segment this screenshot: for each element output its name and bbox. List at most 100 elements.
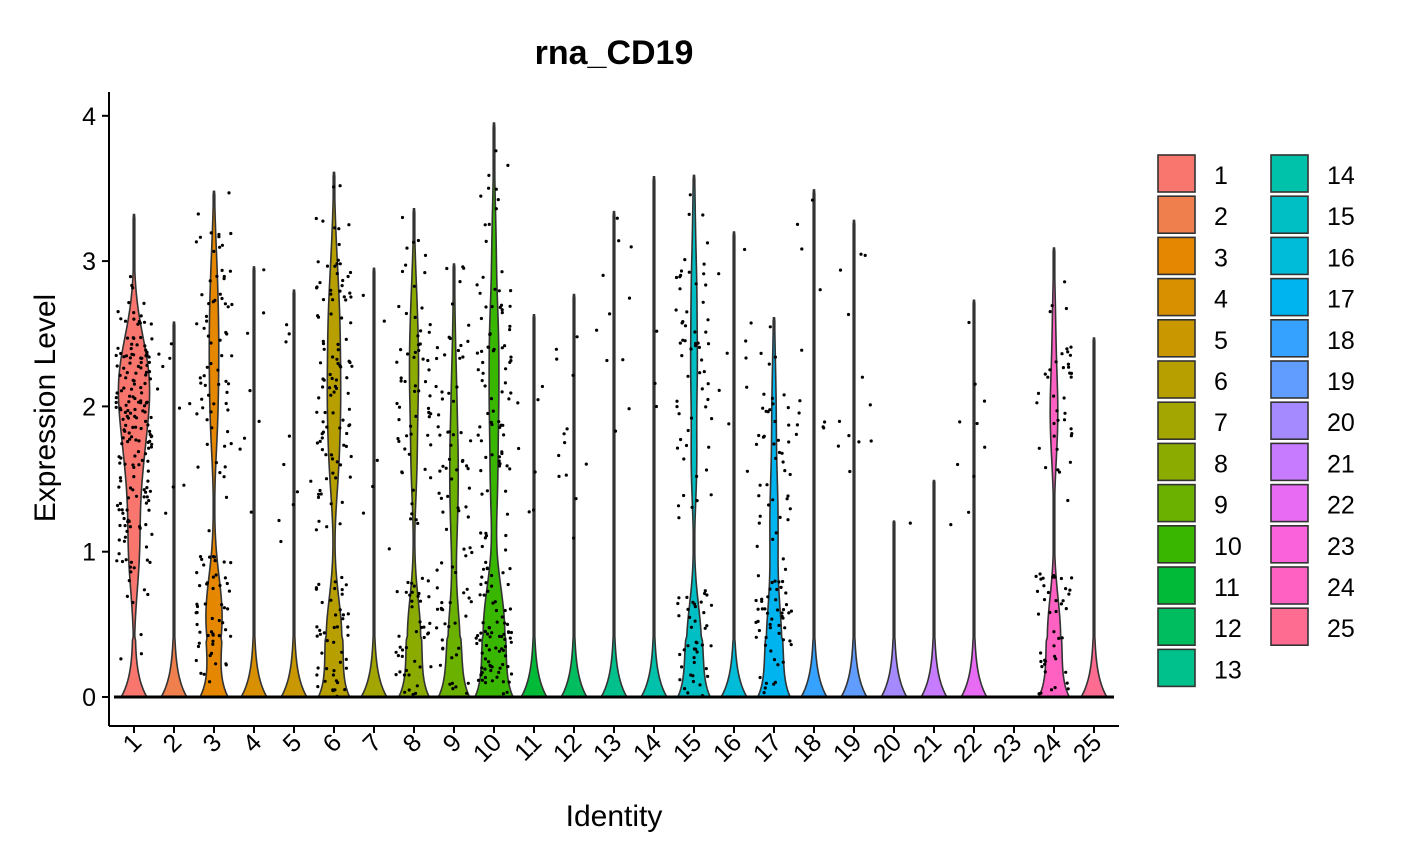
- jitter-point: [130, 352, 134, 356]
- jitter-point: [126, 440, 130, 444]
- jitter-point: [483, 223, 487, 227]
- jitter-point: [500, 615, 504, 619]
- jitter-point: [584, 462, 588, 466]
- violin-12: [559, 293, 589, 698]
- x-tick-label: 22: [948, 728, 987, 767]
- jitter-point: [123, 535, 127, 539]
- jitter-point: [128, 411, 133, 415]
- jitter-point: [208, 680, 212, 684]
- jitter-point: [410, 502, 414, 506]
- jitter-point: [497, 634, 502, 639]
- jitter-point: [320, 651, 324, 655]
- jitter-point: [400, 648, 405, 652]
- y-tick-label: 0: [82, 684, 96, 712]
- jitter-point: [222, 606, 226, 610]
- jitter-point: [224, 330, 228, 335]
- x-tick-label: 2: [158, 728, 188, 758]
- jitter-point: [508, 328, 512, 332]
- jitter-point: [330, 457, 335, 461]
- jitter-point: [675, 405, 679, 409]
- jitter-point: [479, 631, 483, 635]
- jitter-point: [207, 529, 211, 533]
- jitter-point: [776, 663, 780, 667]
- jitter-point: [800, 247, 804, 251]
- jitter-point: [1066, 498, 1070, 503]
- jitter-point: [700, 358, 704, 362]
- jitter-point: [407, 452, 411, 456]
- jitter-point: [476, 368, 480, 372]
- jitter-point: [475, 283, 479, 287]
- jitter-point: [508, 324, 512, 328]
- jitter-point: [772, 442, 776, 446]
- x-tick-label: 8: [398, 728, 428, 758]
- jitter-point: [1049, 688, 1054, 692]
- jitter-point: [314, 528, 318, 532]
- jitter-point: [399, 348, 403, 352]
- jitter-point: [335, 460, 339, 464]
- jitter-point: [761, 406, 765, 410]
- jitter-point: [1054, 657, 1058, 661]
- jitter-point: [194, 658, 198, 663]
- jitter-point: [329, 393, 333, 397]
- jitter-point: [476, 678, 481, 683]
- jitter-point: [416, 521, 420, 526]
- jitter-point: [459, 343, 463, 348]
- jitter-point: [134, 438, 138, 442]
- jitter-point: [484, 239, 488, 243]
- legend: 1234567891011121314151617181920212223242…: [1157, 154, 1355, 688]
- jitter-point: [394, 650, 398, 654]
- jitter-point: [213, 298, 217, 302]
- jitter-point: [627, 296, 632, 300]
- jitter-point: [205, 442, 209, 446]
- jitter-point: [338, 289, 342, 293]
- jitter-point: [554, 347, 559, 351]
- jitter-point: [490, 584, 494, 588]
- jitter-point: [171, 485, 175, 489]
- jitter-point: [122, 539, 126, 543]
- x-tick-label: 6: [318, 728, 348, 758]
- jitter-point: [777, 450, 782, 455]
- jitter-point: [694, 640, 698, 644]
- jitter-point: [1065, 681, 1069, 685]
- jitter-point: [114, 405, 118, 409]
- jitter-point: [333, 226, 337, 230]
- jitter-point: [131, 600, 135, 605]
- jitter-point: [705, 624, 709, 628]
- jitter-point: [1070, 576, 1074, 580]
- legend-item-23: 23: [1270, 524, 1355, 564]
- jitter-point: [810, 198, 815, 202]
- jitter-point: [488, 635, 492, 639]
- jitter-point: [138, 525, 142, 529]
- jitter-point: [132, 336, 136, 340]
- jitter-point: [685, 595, 689, 600]
- jitter-point: [134, 425, 138, 429]
- jitter-point: [416, 594, 420, 598]
- jitter-point: [454, 570, 458, 575]
- jitter-point: [1068, 353, 1072, 357]
- legend-item-3: 3: [1157, 236, 1228, 276]
- jitter-point: [209, 231, 213, 235]
- jitter-point: [315, 410, 319, 414]
- jitter-point: [341, 278, 345, 283]
- jitter-point: [758, 514, 762, 518]
- jitter-point: [508, 360, 512, 364]
- jitter-point: [1059, 576, 1063, 581]
- jitter-point: [334, 476, 338, 480]
- jitter-point: [341, 617, 345, 621]
- jitter-point: [315, 625, 319, 629]
- jitter-point: [316, 260, 320, 264]
- jitter-point: [681, 320, 685, 324]
- jitter-point: [474, 636, 478, 640]
- jitter-point: [143, 452, 148, 456]
- jitter-point: [488, 332, 492, 337]
- jitter-point: [613, 429, 618, 433]
- jitter-point: [133, 407, 137, 412]
- jitter-point: [508, 607, 512, 611]
- legend-key: [1157, 236, 1196, 276]
- jitter-point: [131, 463, 135, 467]
- jitter-point: [500, 308, 504, 312]
- jitter-point: [467, 596, 471, 600]
- jitter-point: [117, 538, 121, 542]
- jitter-point: [413, 315, 417, 319]
- jitter-point: [437, 413, 441, 417]
